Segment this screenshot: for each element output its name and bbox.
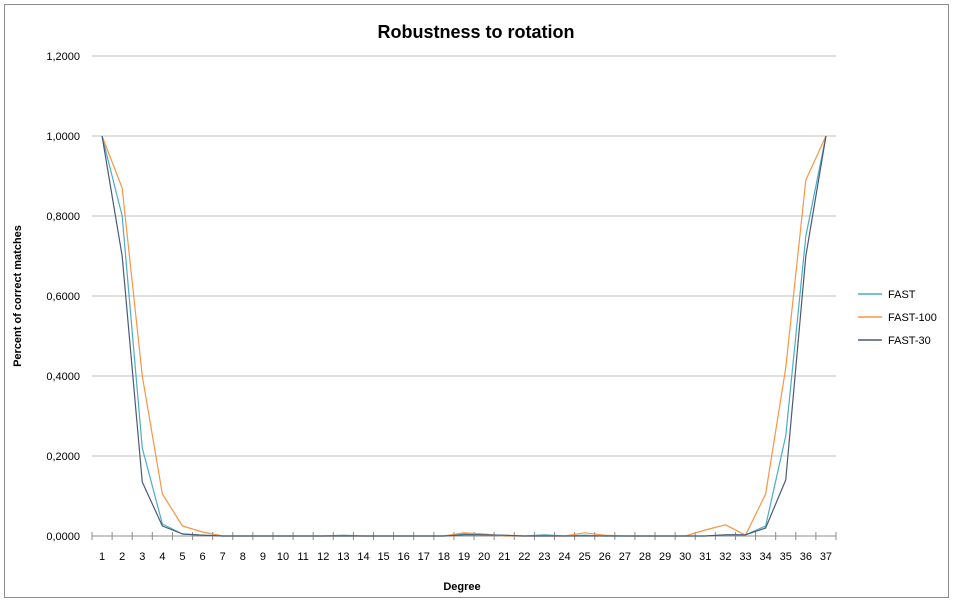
legend-label: FAST bbox=[888, 289, 916, 301]
x-tick-label: 32 bbox=[719, 551, 731, 563]
x-tick-label: 5 bbox=[179, 551, 185, 563]
x-tick-label: 25 bbox=[579, 551, 591, 563]
x-tick-label: 3 bbox=[139, 551, 145, 563]
x-tick-label: 37 bbox=[820, 551, 832, 563]
y-tick-label: 1,2000 bbox=[46, 51, 80, 63]
series-line-fast bbox=[101, 135, 827, 537]
legend-label: FAST-100 bbox=[888, 312, 937, 324]
legend: FAST FAST-100 FAST-30 bbox=[858, 289, 937, 347]
x-tick-label: 29 bbox=[659, 551, 671, 563]
series-lines bbox=[101, 135, 827, 537]
x-tick-label: 23 bbox=[538, 551, 550, 563]
x-tick-label: 17 bbox=[418, 551, 430, 563]
chart-title: Robustness to rotation bbox=[378, 22, 575, 42]
x-tick-label: 7 bbox=[220, 551, 226, 563]
x-tick-label: 8 bbox=[240, 551, 246, 563]
x-tick-label: 26 bbox=[599, 551, 611, 563]
x-tick-label: 13 bbox=[337, 551, 349, 563]
legend-label: FAST-30 bbox=[888, 335, 931, 347]
y-tick-label: 0,2000 bbox=[46, 451, 80, 463]
x-tick-label: 4 bbox=[159, 551, 165, 563]
y-axis-ticks: 0,0000 0,2000 0,4000 0,6000 0,8000 1,0000 1,20… bbox=[46, 51, 80, 543]
x-tick-label: 18 bbox=[438, 551, 450, 563]
series-line-fast-30 bbox=[101, 135, 827, 537]
x-tick-label: 1 bbox=[99, 551, 105, 563]
x-tick-label: 22 bbox=[518, 551, 530, 563]
x-tick-label: 30 bbox=[679, 551, 691, 563]
x-tick-label: 6 bbox=[200, 551, 206, 563]
x-axis-label: Degree bbox=[443, 581, 480, 593]
y-tick-label: 1,0000 bbox=[46, 131, 80, 143]
y-axis-label: Percent of correct matches bbox=[12, 225, 24, 367]
series-line-fast-100 bbox=[101, 135, 827, 537]
y-tick-label: 0,0000 bbox=[46, 531, 80, 543]
x-tick-label: 35 bbox=[780, 551, 792, 563]
x-tick-label: 16 bbox=[398, 551, 410, 563]
x-tick-label: 12 bbox=[317, 551, 329, 563]
y-tick-label: 0,8000 bbox=[46, 211, 80, 223]
x-tick-label: 2 bbox=[119, 551, 125, 563]
x-tick-label: 21 bbox=[498, 551, 510, 563]
x-tick-label: 36 bbox=[800, 551, 812, 563]
x-tick-label: 33 bbox=[739, 551, 751, 563]
y-tick-label: 0,6000 bbox=[46, 291, 80, 303]
x-tick-label: 31 bbox=[699, 551, 711, 563]
chart-frame bbox=[4, 4, 949, 598]
x-tick-label: 28 bbox=[639, 551, 651, 563]
x-tick-label: 14 bbox=[357, 551, 369, 563]
x-tick-label: 20 bbox=[478, 551, 490, 563]
gridlines bbox=[92, 55, 836, 457]
x-tick-label: 19 bbox=[458, 551, 470, 563]
x-tick-label: 9 bbox=[260, 551, 266, 563]
y-tick-label: 0,4000 bbox=[46, 371, 80, 383]
x-tick-label: 27 bbox=[619, 551, 631, 563]
x-tick-label: 24 bbox=[558, 551, 570, 563]
x-tick-label: 10 bbox=[277, 551, 289, 563]
x-axis: 1 2 3 4 5 6 7 8 9 10 11 12 13 14 15 16 17 18 19 20 21 22 23 24 2… bbox=[91, 532, 837, 563]
x-tick-label: 15 bbox=[377, 551, 389, 563]
x-tick-label: 34 bbox=[759, 551, 771, 563]
x-tick-label: 11 bbox=[297, 551, 308, 563]
